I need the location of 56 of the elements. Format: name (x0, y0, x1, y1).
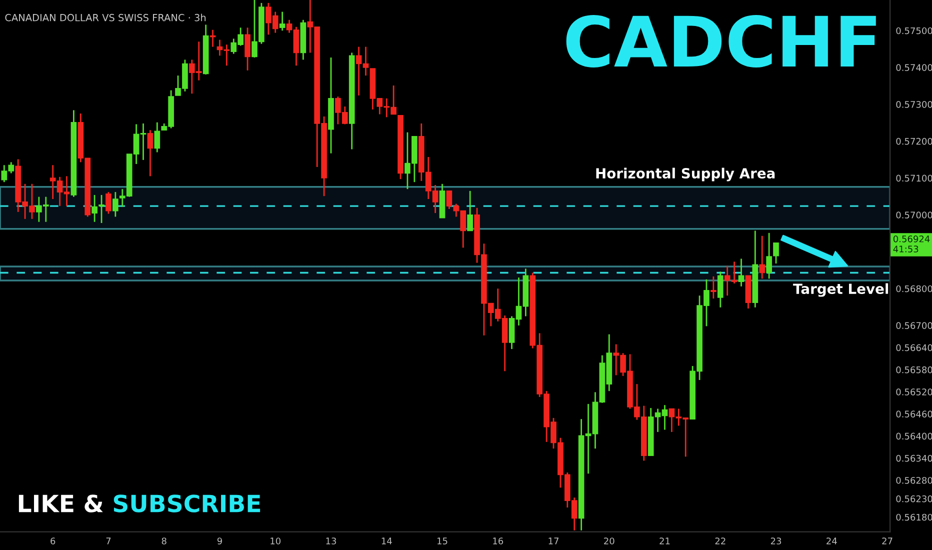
y-tick-label: 0.57500 (896, 27, 932, 34)
y-tick-label: 0.57100 (896, 174, 932, 182)
x-tick-label: 24 (826, 538, 837, 544)
candlestick (244, 26, 250, 72)
y-tick-label: 0.56230 (896, 495, 932, 502)
x-tick-label: 10 (270, 538, 281, 544)
candlestick (759, 235, 766, 280)
candlestick (279, 11, 286, 32)
text: 0.56924 41:53 (893, 235, 930, 252)
x-tick-label: 13 (326, 538, 336, 544)
y-tick-label: 0.56400 (896, 432, 932, 440)
chart-subtitle: CADCHF (566, 14, 876, 68)
x-tick-label: 6 (50, 538, 56, 544)
candlestick (106, 191, 112, 214)
candlestick (710, 276, 716, 300)
y-tick-label: 0.56340 (896, 454, 932, 462)
candlestick (210, 29, 216, 48)
y-tick-label: 0.56800 (896, 285, 932, 292)
candlestick (717, 270, 724, 308)
y-tick-label: 0.57200 (896, 138, 932, 145)
text: CANADIAN DOLLAR VS SWISS FRANC · 3h (5, 14, 206, 22)
candlestick (92, 194, 98, 223)
y-tick-label: 0.57300 (896, 101, 932, 108)
y-tick-label: 0.56640 (896, 344, 932, 352)
x-tick-label: 14 (382, 538, 392, 544)
y-tick-label: 0.57400 (896, 64, 932, 72)
candlestick (738, 258, 744, 288)
x-tick-label: 21 (660, 538, 670, 544)
y-tick-label: 0.56520 (896, 388, 932, 396)
candlestick (112, 191, 118, 218)
x-tick-label: 15 (437, 538, 448, 544)
x-tick-label: 16 (493, 538, 504, 544)
annotation: LIKE & (18, 494, 103, 512)
x-tick-label: 23 (770, 538, 782, 544)
y-tick-label: 0.56580 (896, 366, 932, 374)
band-label: Horizontal Supply Area (596, 168, 775, 182)
x-tick-label: 22 (715, 538, 726, 544)
candlestick (98, 194, 104, 224)
x-tick-label: 9 (217, 538, 222, 544)
annotation: SUBSCRIBE (114, 494, 260, 512)
y-tick-label: 0.56700 (896, 322, 932, 330)
y-tick-label: 0.56460 (896, 410, 932, 418)
candlestick (147, 129, 154, 177)
candlestick (154, 122, 160, 153)
band-label: Target Level (793, 283, 888, 297)
y-tick-label: 0.56280 (896, 476, 932, 484)
x-tick-label: 17 (548, 538, 558, 544)
x-tick-label: 8 (162, 538, 166, 544)
x-tick-label: 27 (882, 538, 892, 544)
x-tick-label: 20 (604, 538, 614, 544)
candlestick (766, 232, 772, 280)
y-tick-label: 0.57000 (896, 212, 932, 218)
candlestick (773, 242, 779, 264)
candlestick (467, 190, 473, 232)
x-tick-label: 7 (106, 538, 111, 544)
y-tick-label: 0.56180 (896, 514, 932, 521)
